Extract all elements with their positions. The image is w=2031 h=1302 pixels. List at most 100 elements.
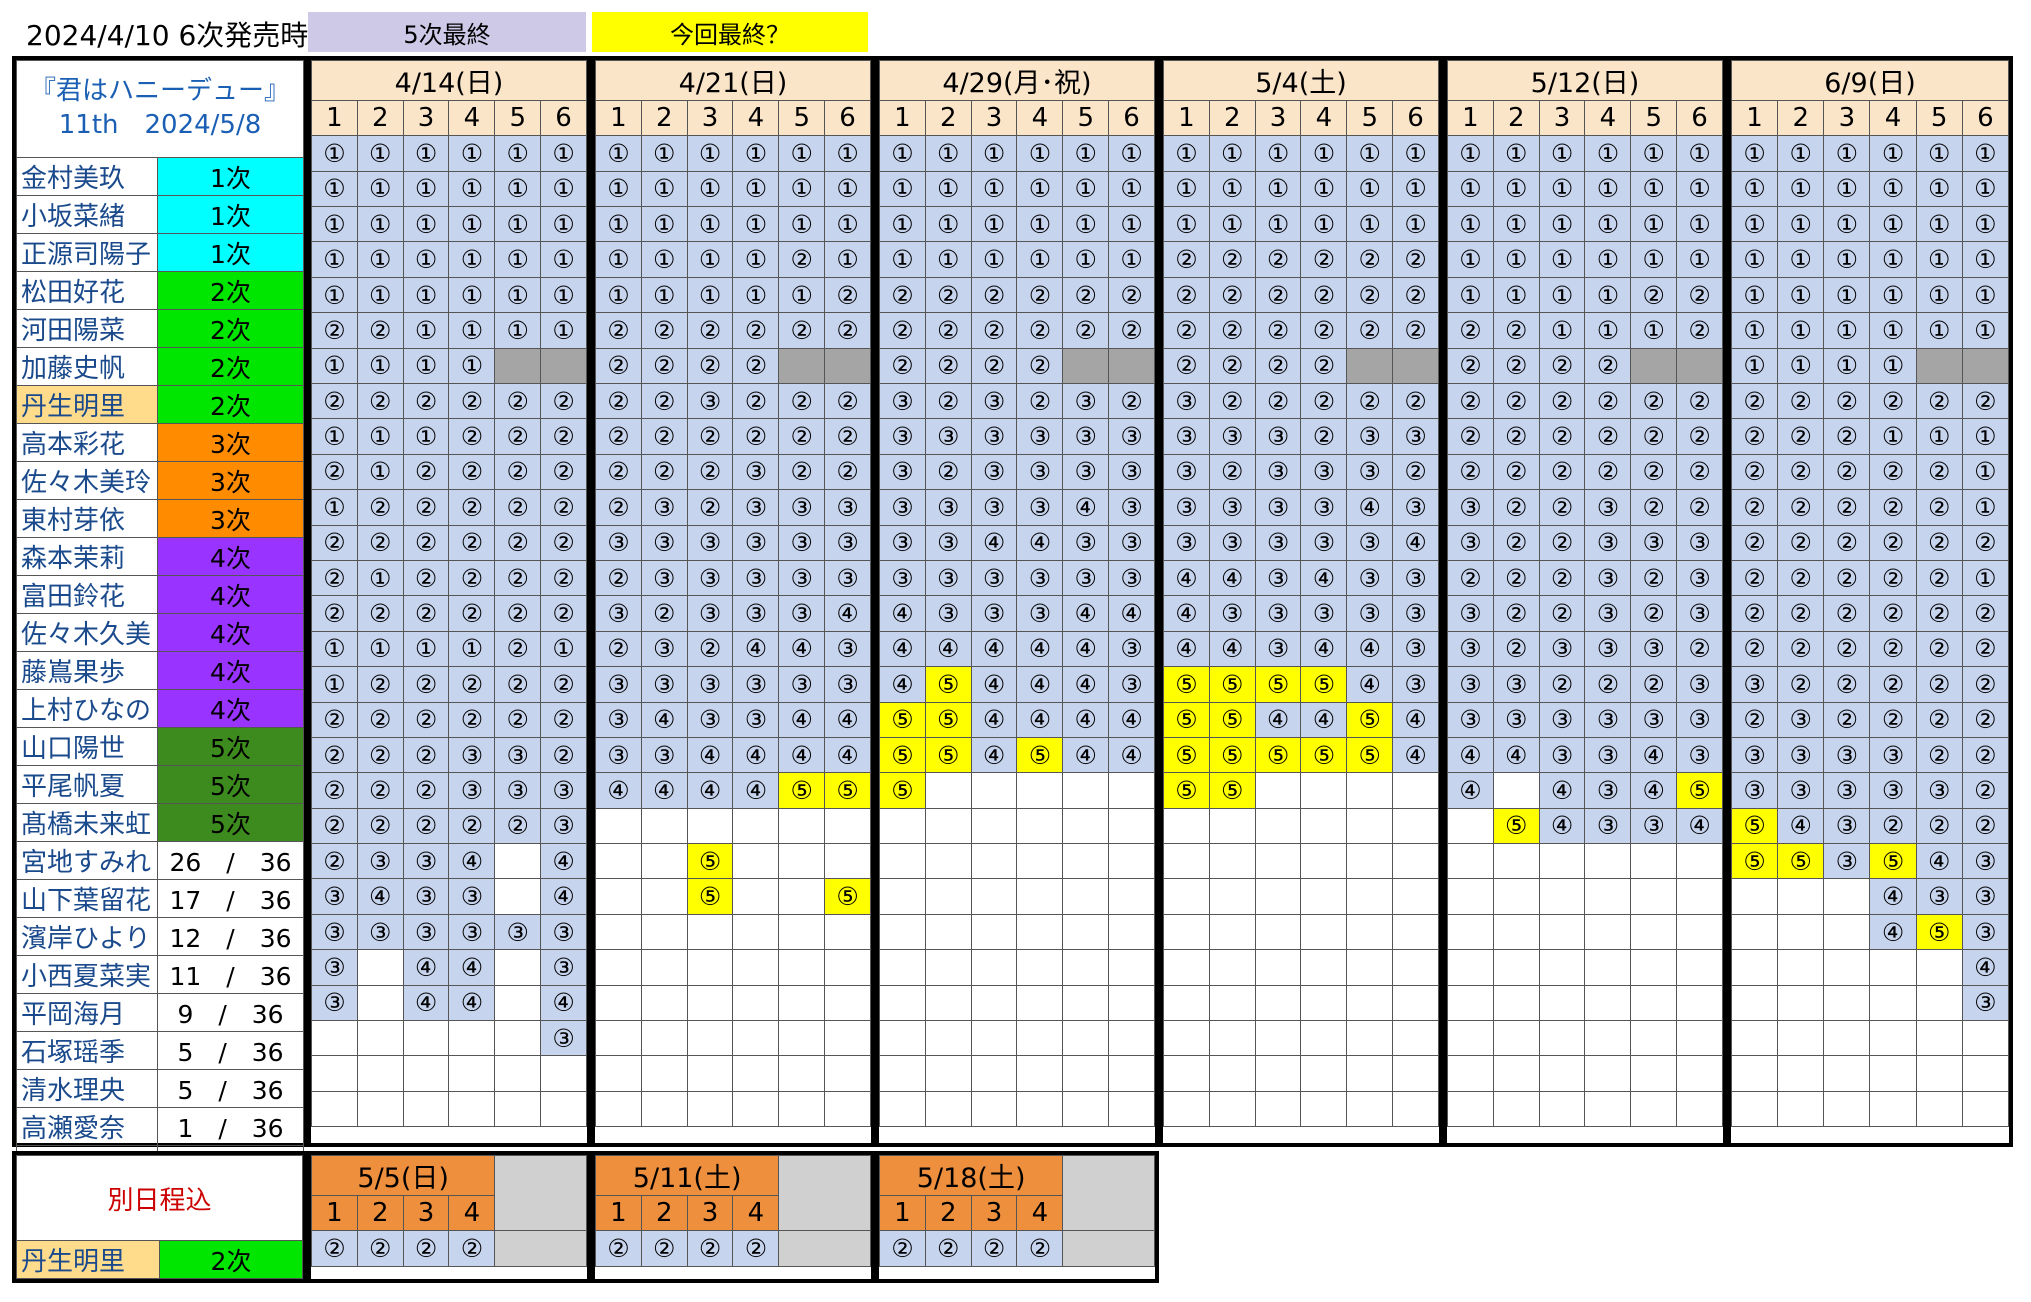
member-row: 山口陽世 5次 (16, 727, 305, 766)
sales-cell: ① (1630, 135, 1678, 172)
sales-cell: ④ (732, 772, 780, 809)
sales-cell: ② (1346, 276, 1394, 314)
sales-cell: ③ (1392, 559, 1439, 597)
sales-cell: ⑤ (686, 878, 734, 915)
sales-cell: ① (1730, 206, 1779, 243)
sales-cell (1630, 1020, 1678, 1057)
sales-cell: ① (1447, 206, 1494, 243)
sales-cell: ① (1823, 312, 1871, 349)
sales-cell: ① (1300, 135, 1348, 172)
sales-cell (494, 984, 542, 1022)
sales-cell: ① (402, 135, 450, 172)
sales-cell: ④ (595, 772, 642, 809)
sales-cell: ② (494, 382, 542, 420)
sales-cell: ③ (311, 878, 358, 915)
member-generation-badge: 4次 (156, 689, 305, 728)
sales-cell (924, 1020, 972, 1057)
sales-cell: ② (494, 489, 542, 526)
date-row (1730, 1055, 2010, 1092)
sales-cell: ① (1869, 241, 1917, 278)
sales-cell: ② (540, 736, 587, 774)
sales-cell: ⑤ (1492, 807, 1540, 845)
sales-cell: ① (924, 241, 972, 278)
sales-cell: ③ (640, 524, 688, 561)
sales-cell (1676, 913, 1723, 951)
sales-cell: ① (924, 135, 972, 172)
sales-cell (1016, 772, 1064, 809)
sales-cell: ③ (540, 1020, 587, 1057)
sales-cell: ③ (1730, 736, 1779, 774)
sales-cell (1108, 843, 1155, 880)
date-row (1163, 949, 1439, 986)
sales-cell: ③ (1584, 807, 1632, 845)
sales-cell: ① (1730, 312, 1779, 349)
sales-cell: ② (1300, 382, 1348, 420)
sales-cell: ② (1447, 382, 1494, 420)
sales-cell: ② (640, 453, 688, 491)
sales-cell: ④ (1915, 843, 1963, 880)
sales-cell: ② (595, 312, 642, 349)
sales-cell (732, 807, 780, 845)
sales-cell: ① (640, 241, 688, 278)
member-name: 石塚瑶季 (16, 1031, 158, 1070)
member-generation-badge: 5次 (156, 727, 305, 766)
sales-cell: ② (1492, 489, 1540, 526)
sales-cell (970, 878, 1018, 915)
date-row (1163, 1020, 1439, 1057)
sales-cell: ① (1961, 489, 2010, 526)
sales-cell: ① (1961, 418, 2010, 455)
sales-cell (879, 1020, 926, 1057)
sales-cell: ② (1823, 701, 1871, 738)
sales-cell: ③ (1584, 489, 1632, 526)
sales-cell: ② (1163, 276, 1210, 314)
sales-cell (1676, 949, 1723, 986)
sales-cell (640, 1020, 688, 1057)
sales-cell (1447, 1090, 1494, 1128)
sales-cell: ② (1730, 559, 1779, 597)
sales-cell: ③ (1346, 524, 1394, 561)
sales-cell: ② (448, 524, 496, 561)
sales-cell: ④ (1062, 595, 1110, 632)
sales-cell (1492, 1090, 1540, 1128)
sales-cell (1254, 1020, 1302, 1057)
sales-cell: ② (1447, 347, 1494, 384)
sales-cell: ② (540, 418, 587, 455)
sales-cell (1584, 984, 1632, 1022)
sales-cell: ③ (311, 949, 358, 986)
part-number: 4 (732, 99, 780, 137)
part-number: 3 (970, 1195, 1018, 1232)
sales-cell (1016, 878, 1064, 915)
sales-cell: ② (1869, 453, 1917, 491)
sales-cell: ④ (778, 630, 826, 668)
sales-cell: ⑤ (824, 878, 871, 915)
sales-cell: ② (494, 666, 542, 703)
sales-cell: ② (1062, 312, 1110, 349)
sales-cell (1392, 772, 1439, 809)
date-row (1730, 1020, 2010, 1057)
sales-cell: ② (1584, 347, 1632, 384)
sales-cell (1447, 807, 1494, 845)
sales-cell (1392, 949, 1439, 986)
sales-cell: ③ (1492, 666, 1540, 703)
sales-cell (778, 913, 826, 951)
sales-cell: ① (1108, 241, 1155, 278)
sales-cell (540, 347, 587, 384)
sales-cell: ② (1492, 347, 1540, 384)
sales-cell: ② (1492, 559, 1540, 597)
date-block: 5/4(土) 1 2 3 4 5 6 ① ① ① ① ① ① ① ① ① ① ① ① ① ① ① ① ① ① ② ② ② ② ② ② ② ② ② ②… (1159, 56, 1443, 1148)
sales-cell: ① (1823, 135, 1871, 172)
sales-cell (1676, 1020, 1723, 1057)
sales-cell: ① (640, 206, 688, 243)
sales-cell (1538, 1090, 1586, 1128)
